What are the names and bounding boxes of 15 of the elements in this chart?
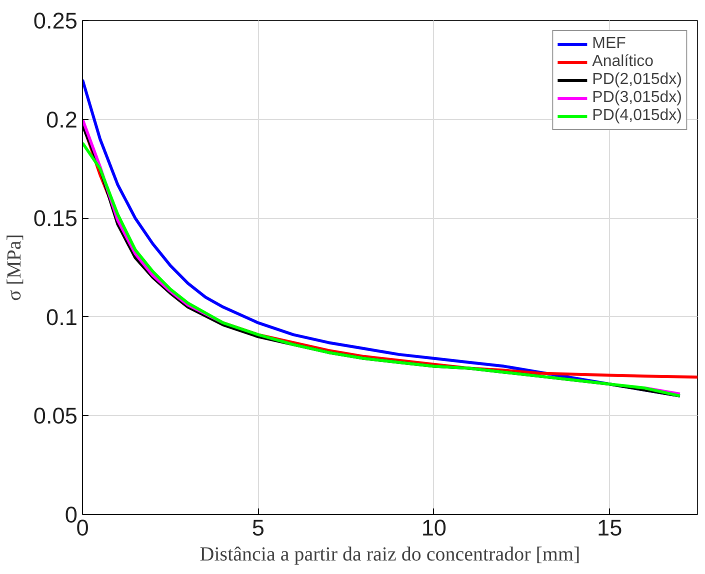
legend-label: PD(4,015dx): [592, 107, 682, 125]
y-tick-label: 0.25: [33, 8, 78, 34]
y-tick-label: 0.15: [33, 205, 78, 232]
x-tick-label: 5: [252, 514, 265, 540]
y-tick-label: 0.1: [46, 304, 78, 330]
x-tick-label: 10: [421, 514, 447, 540]
x-tick-label: 15: [597, 514, 622, 540]
legend-label: MEF: [592, 35, 626, 53]
legend-label: PD(2,015dx): [592, 71, 682, 89]
y-tick-label: 0.2: [46, 106, 78, 132]
x-axis-title: Distância a partir da raiz do concentrador [mm]: [200, 544, 580, 566]
y-axis-title: σ [MPa]: [3, 234, 26, 301]
legend-label: PD(3,015dx): [592, 89, 682, 107]
y-tick-label: 0.05: [33, 402, 78, 429]
legend-label: Analítico: [592, 53, 654, 71]
